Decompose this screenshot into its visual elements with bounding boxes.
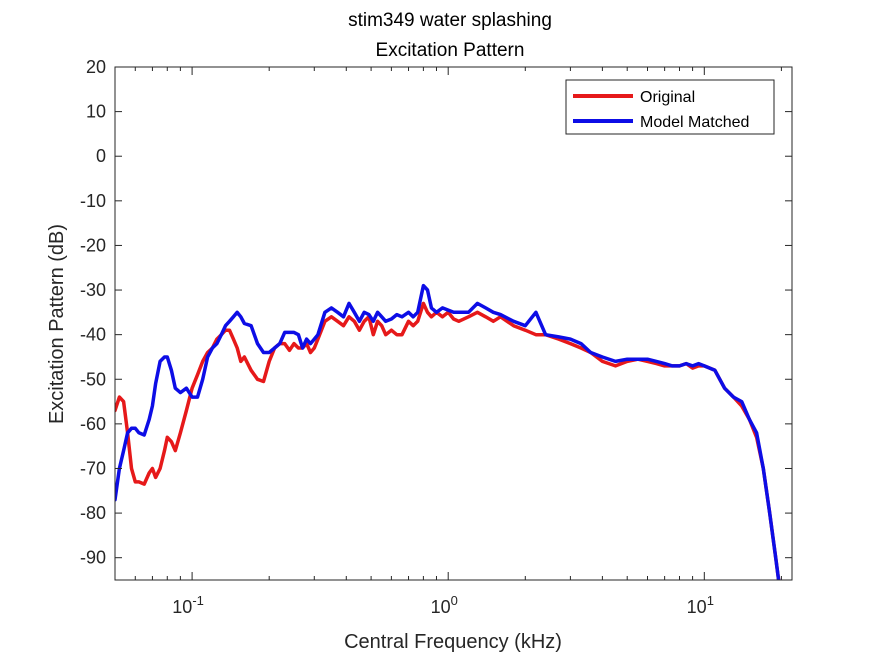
x-tick-label: 10-1 bbox=[172, 593, 204, 617]
legend-label-original: Original bbox=[640, 89, 695, 106]
y-tick-label: -70 bbox=[80, 458, 106, 478]
y-tick-label: -10 bbox=[80, 191, 106, 211]
legend-box bbox=[565, 79, 775, 135]
x-axis-title: Central Frequency (kHz) bbox=[344, 631, 562, 653]
series-line-model-matched bbox=[115, 283, 781, 580]
plot-area bbox=[115, 67, 792, 580]
x-tick-label: 100 bbox=[431, 593, 458, 617]
x-tick-label: 101 bbox=[687, 593, 714, 617]
y-tick-label: 10 bbox=[86, 102, 106, 122]
y-tick-label: -50 bbox=[80, 369, 106, 389]
y-tick-label: -90 bbox=[80, 548, 106, 568]
chart-subtitle: Excitation Pattern bbox=[376, 40, 525, 61]
y-tick-label: 20 bbox=[86, 57, 106, 77]
y-tick-label: -60 bbox=[80, 414, 106, 434]
y-tick-label: -40 bbox=[80, 325, 106, 345]
legend-label-model-matched: Model Matched bbox=[640, 114, 749, 131]
y-tick-label: -80 bbox=[80, 503, 106, 523]
axes-box bbox=[114, 66, 793, 581]
y-tick-label: -20 bbox=[80, 235, 106, 255]
series-layer bbox=[115, 283, 781, 580]
chart-title: stim349 water splashing bbox=[348, 10, 552, 31]
y-tick-label: 0 bbox=[96, 146, 106, 166]
legend: Original Model Matched bbox=[565, 79, 775, 135]
y-axis-title: Excitation Pattern (dB) bbox=[46, 224, 68, 424]
y-tick-label: -30 bbox=[80, 280, 106, 300]
